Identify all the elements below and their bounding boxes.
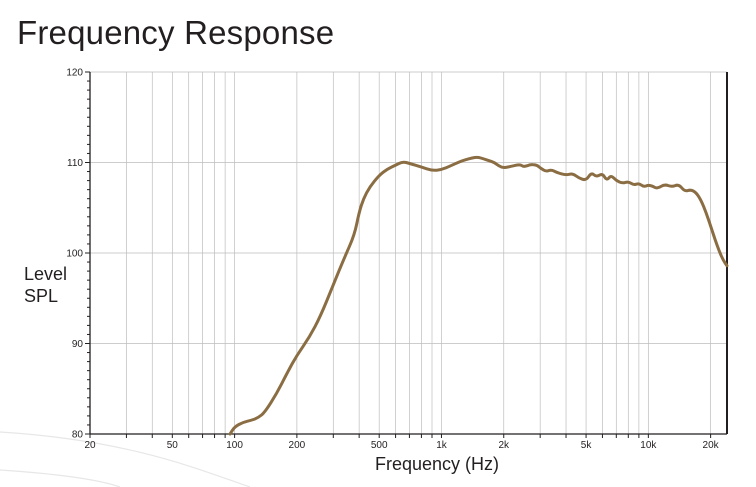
x-tick-label: 5k <box>581 440 593 451</box>
x-tick-label: 1k <box>436 440 448 451</box>
y-tick-label: 110 <box>67 158 83 169</box>
background-arc <box>0 431 251 487</box>
x-axis-label: Frequency (Hz) <box>374 454 500 474</box>
x-tick-label: 500 <box>371 440 388 451</box>
y-tick-label: 80 <box>72 430 84 441</box>
page-title: Frequency Response <box>17 14 335 51</box>
x-tick-label: 10k <box>640 440 657 451</box>
y-tick-label: 100 <box>66 249 83 260</box>
x-tick-label: 20 <box>84 440 96 451</box>
y-tick-label: 90 <box>72 339 84 350</box>
x-tick-label: 2k <box>498 440 510 451</box>
y-axis-label-line: Level SPL <box>24 264 68 306</box>
x-tick-label: 100 <box>226 440 243 451</box>
y-axis-label: Level SPL <box>24 263 68 307</box>
x-tick-label: 50 <box>167 440 179 451</box>
x-tick-label: 20k <box>703 440 720 451</box>
y-tick-label: 120 <box>66 68 83 79</box>
x-tick-label: 200 <box>289 440 306 451</box>
background-arc <box>0 469 121 487</box>
response-curve <box>228 155 729 436</box>
